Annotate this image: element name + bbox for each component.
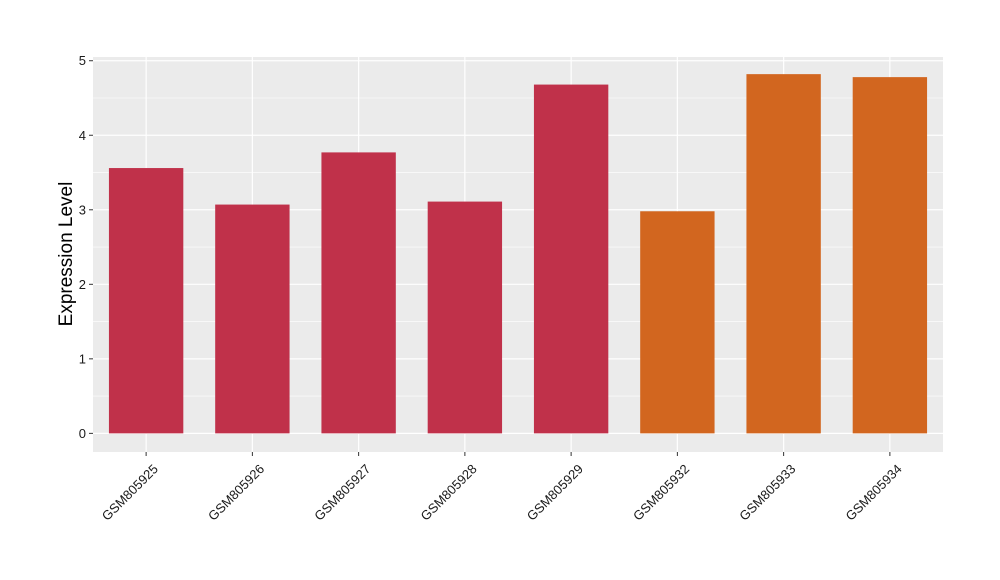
y-axis: 0 1 2 3 4 5 xyxy=(79,53,93,441)
y-axis-title: Expression Level xyxy=(56,182,77,327)
x-tick-label: GSM805928 xyxy=(418,461,480,523)
x-axis: GSM805925 GSM805926 GSM805927 GSM805928 GSM8… xyxy=(99,452,905,524)
bar xyxy=(640,211,715,434)
bar xyxy=(427,201,503,434)
x-tick-label: GSM805926 xyxy=(205,461,267,523)
bar xyxy=(108,168,184,434)
bar xyxy=(533,84,609,434)
x-tick-label: GSM805932 xyxy=(630,461,692,523)
y-tick-label: 5 xyxy=(79,53,86,68)
x-tick-label: GSM805929 xyxy=(524,461,586,523)
y-tick-label: 3 xyxy=(79,202,86,217)
bar xyxy=(746,74,821,434)
bar xyxy=(852,77,928,434)
bars xyxy=(108,74,928,434)
x-tick-label: GSM805934 xyxy=(843,461,905,523)
y-tick-label: 1 xyxy=(79,351,86,366)
y-tick-label: 2 xyxy=(79,277,86,292)
x-tick-label: GSM805933 xyxy=(736,461,798,523)
bar xyxy=(321,152,396,434)
x-tick-label: GSM805927 xyxy=(311,461,373,523)
bar xyxy=(215,204,290,434)
y-tick-label: 0 xyxy=(79,426,86,441)
x-tick-label: GSM805925 xyxy=(99,461,161,523)
y-tick-label: 4 xyxy=(79,128,86,143)
